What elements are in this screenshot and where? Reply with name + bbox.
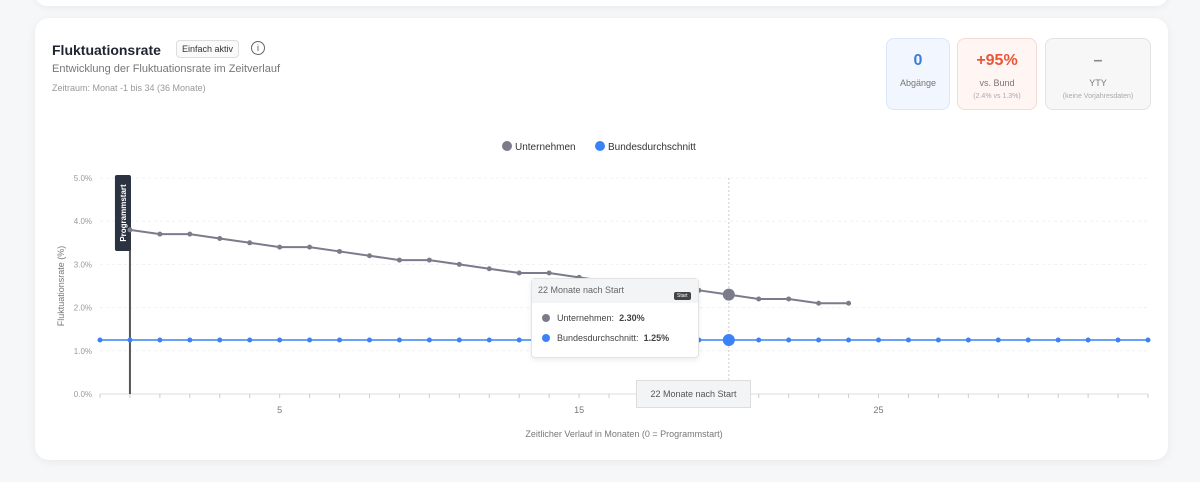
company-dot-icon bbox=[542, 314, 550, 322]
data-point bbox=[247, 240, 253, 246]
x-tick-label: 5 bbox=[277, 405, 282, 415]
data-point bbox=[217, 235, 223, 241]
tooltip-row-bund: Bundesdurchschnitt: 1.25% bbox=[532, 333, 698, 343]
kpi-departures: 0 Abgänge bbox=[886, 38, 950, 110]
data-point bbox=[1025, 337, 1031, 343]
legend-label: Unternehmen bbox=[515, 142, 576, 153]
start-tag: Start bbox=[674, 292, 691, 300]
data-point bbox=[546, 270, 552, 276]
data-point bbox=[247, 337, 253, 343]
legend-marker bbox=[595, 141, 605, 151]
data-point bbox=[277, 337, 283, 343]
tooltip: 22 Monate nach Start Unternehmen: 2.30% … bbox=[531, 278, 699, 358]
data-point bbox=[1055, 337, 1061, 343]
kpi-label: YTY bbox=[1089, 78, 1107, 88]
data-point bbox=[1145, 337, 1151, 343]
legend-label: Bundesdurchschnitt bbox=[608, 142, 696, 153]
data-point bbox=[187, 337, 193, 343]
y-tick-label: 1.0% bbox=[74, 347, 92, 356]
info-icon[interactable]: i bbox=[251, 41, 265, 55]
data-point bbox=[786, 337, 792, 343]
data-point bbox=[337, 248, 343, 254]
data-point bbox=[722, 334, 735, 346]
x-axis-title: Zeitlicher Verlauf in Monaten (0 = Progr… bbox=[525, 429, 722, 439]
kpi-value: +95% bbox=[976, 52, 1018, 69]
data-point bbox=[876, 337, 882, 343]
previous-card bbox=[35, 0, 1168, 6]
data-point bbox=[935, 337, 941, 343]
data-point bbox=[995, 337, 1001, 343]
data-point bbox=[486, 337, 492, 343]
data-point bbox=[816, 300, 822, 306]
tooltip-label: Unternehmen: bbox=[557, 313, 615, 323]
tooltip-row-company: Unternehmen: 2.30% bbox=[532, 313, 698, 323]
tooltip-label: Bundesdurchschnitt: bbox=[557, 333, 639, 343]
kpi-yty: – YTY (keine Vorjahresdaten) bbox=[1045, 38, 1151, 110]
legend-marker bbox=[502, 141, 512, 151]
data-point bbox=[127, 337, 133, 343]
kpi-label: Abgänge bbox=[899, 78, 937, 88]
data-point bbox=[307, 244, 313, 250]
x-axis-tooltip: 22 Monate nach Start bbox=[636, 380, 751, 408]
data-point bbox=[905, 337, 911, 343]
y-tick-label: 5.0% bbox=[74, 174, 92, 183]
x-tick-label: 15 bbox=[574, 405, 584, 415]
kpi-label: vs. Bund bbox=[979, 78, 1015, 88]
data-point bbox=[846, 337, 852, 343]
data-point bbox=[426, 257, 432, 263]
data-point bbox=[337, 337, 343, 343]
tooltip-value: 2.30% bbox=[619, 313, 645, 323]
kpi-sub: (keine Vorjahresdaten) bbox=[1062, 93, 1134, 100]
kpi-value: – bbox=[1093, 52, 1103, 69]
data-point bbox=[366, 253, 372, 259]
programstart-label-bg bbox=[114, 175, 131, 251]
tooltip-title: 22 Monate nach Start bbox=[532, 279, 698, 303]
data-point bbox=[127, 227, 133, 233]
data-point bbox=[516, 270, 522, 276]
data-point bbox=[366, 337, 372, 343]
data-point bbox=[426, 337, 432, 343]
y-tick-label: 2.0% bbox=[74, 304, 92, 313]
kpi-sub: (2.4% vs 1.3%) bbox=[973, 93, 1021, 100]
data-point bbox=[486, 266, 492, 272]
data-point bbox=[846, 300, 852, 306]
kpi-vs-bund: +95% vs. Bund (2.4% vs 1.3%) bbox=[957, 38, 1037, 110]
bund-dot-icon bbox=[542, 334, 550, 342]
data-point bbox=[965, 337, 971, 343]
data-point bbox=[97, 337, 103, 343]
mode-badge[interactable]: Einfach aktiv bbox=[176, 40, 240, 58]
data-point bbox=[187, 231, 193, 237]
data-point bbox=[277, 244, 283, 250]
data-point bbox=[722, 288, 735, 301]
period-range: Zeitraum: Monat -1 bis 34 (36 Monate) bbox=[52, 83, 206, 93]
data-point bbox=[217, 337, 223, 343]
card-title: Fluktuationsrate bbox=[52, 42, 161, 58]
data-point bbox=[516, 337, 522, 343]
data-point bbox=[756, 296, 762, 302]
data-point bbox=[456, 261, 462, 267]
data-point bbox=[396, 337, 402, 343]
data-point bbox=[1115, 337, 1121, 343]
kpi-value: 0 bbox=[913, 52, 923, 69]
data-point bbox=[396, 257, 402, 263]
data-point bbox=[157, 231, 163, 237]
data-point bbox=[1085, 337, 1091, 343]
tooltip-value: 1.25% bbox=[643, 333, 670, 343]
y-axis-title: Fluktuationsrate (%) bbox=[56, 246, 66, 327]
y-tick-label: 0.0% bbox=[74, 390, 92, 399]
data-point bbox=[456, 337, 462, 343]
x-tick-label: 25 bbox=[874, 405, 884, 415]
data-point bbox=[786, 296, 792, 302]
programstart-label: Programmstart bbox=[119, 184, 128, 242]
data-point bbox=[756, 337, 762, 343]
y-tick-label: 3.0% bbox=[74, 260, 92, 269]
data-point bbox=[157, 337, 163, 343]
y-tick-label: 4.0% bbox=[74, 217, 92, 226]
data-point bbox=[816, 337, 822, 343]
card-subtitle: Entwicklung der Fluktuationsrate im Zeit… bbox=[52, 63, 281, 75]
data-point bbox=[307, 337, 313, 343]
